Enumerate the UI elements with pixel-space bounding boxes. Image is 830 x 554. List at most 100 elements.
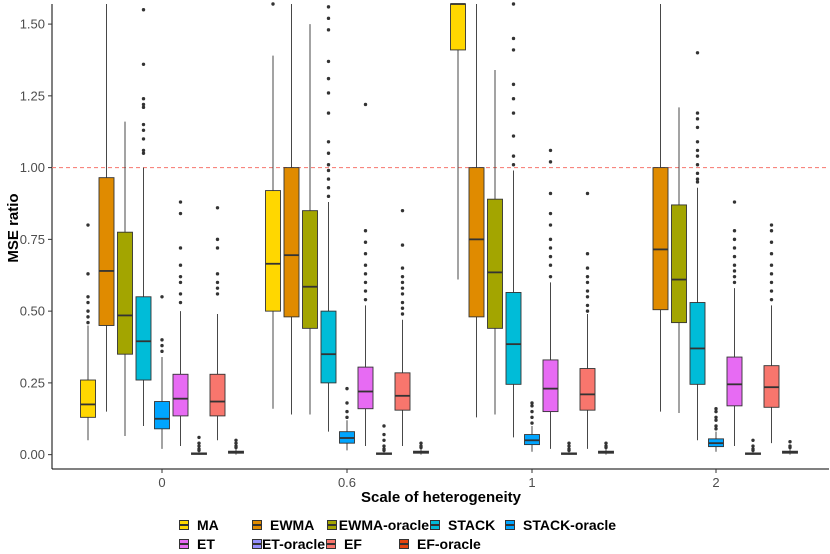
outlier-point [160, 338, 164, 342]
box-ef [763, 223, 780, 444]
box [98, 177, 115, 326]
outlier-point [363, 252, 368, 256]
outlier-point [400, 208, 405, 213]
box-ewma-oracle [671, 107, 687, 414]
box-ef-oracle [228, 438, 244, 455]
outlier-point [419, 444, 423, 448]
outlier-point [714, 427, 718, 431]
box-ef-oracle [598, 441, 614, 455]
box-et-oracle [745, 438, 761, 455]
outlier-point [215, 272, 220, 276]
outlier-point [585, 289, 590, 293]
legend-item-ef: EF [325, 536, 398, 552]
outlier-point [714, 415, 718, 420]
outlier-point [585, 274, 590, 279]
outlier-point [345, 409, 349, 414]
outlier-point [769, 240, 774, 244]
outlier-point [178, 292, 183, 296]
box [154, 401, 170, 430]
legend-label: EWMA [270, 516, 315, 533]
box [117, 231, 133, 355]
box [726, 356, 743, 407]
legend-item-et-oracle: ET-oracle [251, 536, 325, 552]
box [505, 292, 522, 385]
legend-label: MA [197, 516, 219, 533]
outlier-point [695, 125, 700, 130]
outlier-point [86, 315, 90, 319]
outlier-point [141, 102, 146, 107]
outlier-point [714, 409, 718, 414]
outlier-point [363, 280, 368, 285]
outlier-point [400, 280, 405, 285]
legend-label: ET [197, 535, 215, 552]
outlier-point [382, 424, 386, 428]
outlier-point [695, 163, 700, 167]
axes: 0.00 0.25 0.50 0.75 1.00 1.25 1.50 0 0.6 1 2 [20, 4, 829, 490]
outlier-point [585, 266, 590, 270]
box [542, 359, 559, 413]
outlier-point [511, 154, 516, 158]
outlier-point [400, 292, 405, 296]
outlier-point [160, 343, 164, 348]
outlier-point [732, 229, 737, 233]
legend-key [398, 537, 411, 551]
box-stack [320, 5, 337, 432]
box [80, 379, 96, 418]
outlier-point [326, 151, 331, 155]
legend-swatch-median [179, 542, 189, 545]
y-tick-label: 0.75 [20, 232, 45, 247]
outlier-point [548, 263, 553, 267]
outlier-point [548, 160, 553, 164]
outlier-point [234, 444, 238, 448]
box-marks [80, 2, 798, 455]
outlier-point [769, 272, 774, 276]
outlier-point [382, 444, 386, 448]
box [209, 373, 226, 417]
outlier-point [769, 223, 774, 227]
outlier-point [382, 432, 386, 437]
outlier-point [769, 280, 774, 285]
outlier-point [419, 441, 423, 445]
outlier-point [548, 191, 553, 196]
outlier-point [714, 424, 718, 428]
outlier-point [530, 415, 534, 420]
legend-key [326, 518, 337, 532]
box-ef [209, 206, 226, 441]
outlier-point [530, 401, 534, 405]
outlier-point [363, 289, 368, 293]
legend-label: STACK [448, 516, 496, 533]
outlier-point [345, 415, 349, 420]
box-ewma-oracle [117, 121, 133, 436]
outlier-point [86, 223, 90, 227]
box-stack [689, 51, 706, 441]
outlier-point [732, 269, 737, 273]
outlier-point [326, 5, 331, 9]
outlier-point [141, 137, 146, 141]
x-tick-label: 2 [712, 475, 719, 490]
box-et-oracle [376, 424, 392, 455]
box [487, 198, 503, 329]
outlier-point [86, 300, 90, 305]
outlier-point [511, 97, 516, 101]
outlier-point [326, 59, 331, 64]
box [320, 310, 337, 384]
outlier-point [178, 274, 183, 279]
box [689, 302, 706, 385]
outlier-point [86, 295, 90, 299]
box [302, 210, 318, 329]
box-ef-oracle [413, 441, 429, 455]
outlier-point [234, 441, 238, 445]
legend-key [325, 537, 338, 551]
outlier-point [382, 447, 386, 451]
box [579, 368, 596, 411]
outlier-point [363, 229, 368, 233]
box-et [357, 102, 374, 447]
outlier-point [141, 122, 146, 127]
legend-label: STACK-oracle [523, 516, 617, 533]
outlier-point [548, 211, 553, 216]
box-et [726, 200, 743, 447]
outlier-point [178, 280, 183, 285]
outlier-point [141, 8, 146, 12]
legend-item-ma: MA [178, 517, 251, 533]
